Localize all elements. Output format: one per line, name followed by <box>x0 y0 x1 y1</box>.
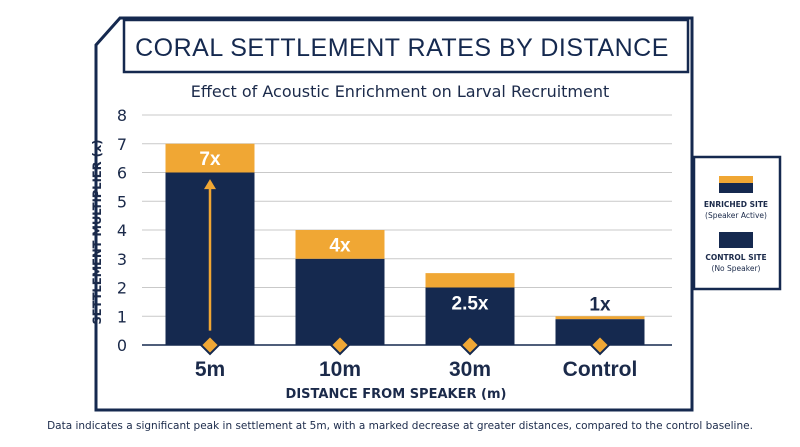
y-tick-label: 8 <box>117 106 127 125</box>
x-tick-label: 10m <box>319 358 361 381</box>
y-tick-label: 1 <box>117 307 127 326</box>
legend: ENRICHED SITE (Speaker Active) CONTROL S… <box>692 155 782 291</box>
title-box <box>122 18 690 74</box>
x-tick-marker <box>329 334 351 356</box>
y-tick-label: 0 <box>117 336 127 355</box>
x-tick-label: 5m <box>195 358 225 381</box>
legend-note-control: (No Speaker) <box>712 264 761 273</box>
legend-label-control: CONTROL SITE <box>705 253 766 262</box>
y-axis-title: SETTLEMENT MULTIPLIER (x) <box>90 139 104 324</box>
data-label: 2.5x <box>452 294 489 315</box>
x-tick-label: Control <box>563 358 638 381</box>
bar-enriched-site <box>165 143 255 173</box>
y-tick-label: 5 <box>117 192 127 211</box>
y-tick-label: 2 <box>117 279 127 298</box>
legend-label-enriched: ENRICHED SITE <box>704 200 768 209</box>
y-tick-labels: 0 1 2 3 4 5 6 7 8 <box>117 106 127 355</box>
chart-subtitle: Effect of Acoustic Enrichment on Larval … <box>191 82 610 101</box>
y-tick-label: 6 <box>117 164 127 183</box>
y-tick-label: 7 <box>117 135 127 154</box>
legend-swatch-control <box>719 232 753 248</box>
bar-enriched-site <box>555 316 645 320</box>
chart-frame <box>94 16 694 412</box>
annotations <box>204 179 216 331</box>
x-axis-title: DISTANCE FROM SPEAKER (m) <box>286 387 507 402</box>
data-label: 4x <box>329 235 351 256</box>
bar-enriched-site <box>295 230 385 259</box>
bar-enriched-site <box>425 273 515 288</box>
data-label: 7x <box>199 149 221 170</box>
bars: 7x 4x 2.5x 1x <box>165 143 645 345</box>
legend-note-enriched: (Speaker Active) <box>705 211 767 220</box>
bar-control-site <box>295 258 385 345</box>
chart-caption: Data indicates a significant peak in set… <box>47 420 753 432</box>
legend-swatch-enriched-base <box>719 183 753 193</box>
x-tick-marker <box>459 334 481 356</box>
y-tick-label: 3 <box>117 250 127 269</box>
x-tick-marker <box>199 334 221 356</box>
x-tick-labels: 5m 10m 30m Control <box>195 334 638 381</box>
chart-title: CORAL SETTLEMENT RATES BY DISTANCE <box>135 34 669 62</box>
x-tick-marker <box>589 334 611 356</box>
legend-swatch-enriched-top <box>719 176 753 183</box>
y-tick-label: 4 <box>117 221 127 240</box>
arrow-head <box>204 179 216 190</box>
data-label: 1x <box>589 294 611 315</box>
x-tick-label: 30m <box>449 358 491 381</box>
